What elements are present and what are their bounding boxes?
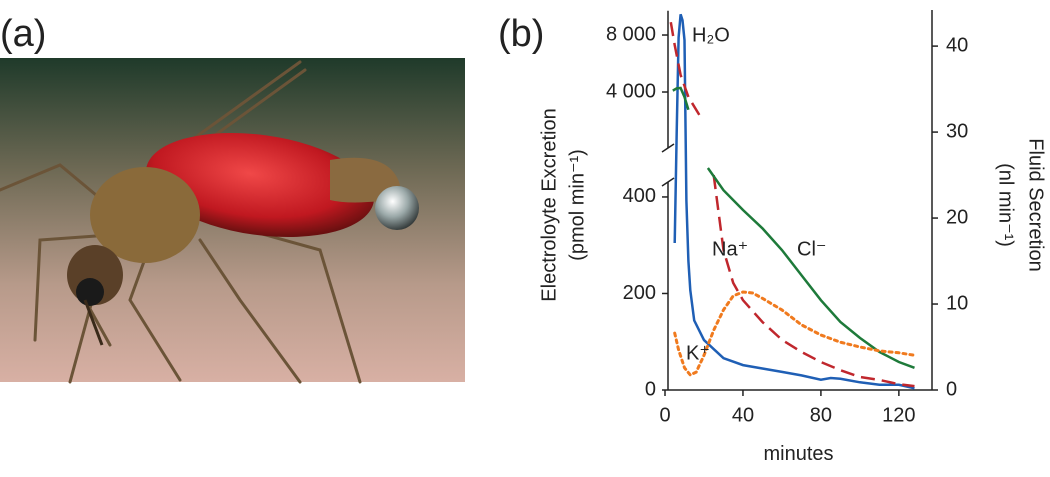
series-line [673,290,916,377]
series-label: H₂O [692,24,730,46]
y2-tick-label: 30 [946,120,968,142]
series-label: Na⁺ [712,238,748,260]
chart: 0 40 80 120 0 200 400 4 000 8 000 0 10 20 30 40 minute… [538,10,1047,465]
y-axis-label: Electroloyte Excretion [538,108,560,301]
series-line [673,13,915,390]
y2-tick-label: 40 [946,34,968,56]
series-line [669,21,915,388]
y2-tick-label: 10 [946,292,968,314]
x-tick-label: 80 [810,404,832,426]
y-tick-label: 400 [623,185,656,207]
panel-label: (a) [0,13,46,55]
y-axis-label: (pmol min⁻¹) [566,149,588,261]
photo [0,58,465,384]
x-tick-label: 0 [659,404,670,426]
series-line [672,86,915,369]
y-tick-label: 0 [645,378,656,400]
y-tick-label: 8 000 [606,23,656,45]
axis-break [661,143,675,153]
y2-tick-label: 20 [946,206,968,228]
series-label: Cl⁻ [797,238,826,260]
y-tick-label: 4 000 [606,80,656,102]
y2-axis-label: (nl min⁻¹) [995,163,1017,247]
panel-label: (b) [498,13,544,55]
x-tick-label: 120 [882,404,915,426]
y2-axis-label: Fluid Secretion [1025,138,1047,271]
y-tick-label: 200 [623,282,656,304]
series-label: K⁺ [686,342,710,364]
x-tick-label: 40 [732,404,754,426]
x-axis-label: minutes [763,443,833,465]
axis-break [661,177,675,187]
y2-tick-label: 0 [946,378,957,400]
